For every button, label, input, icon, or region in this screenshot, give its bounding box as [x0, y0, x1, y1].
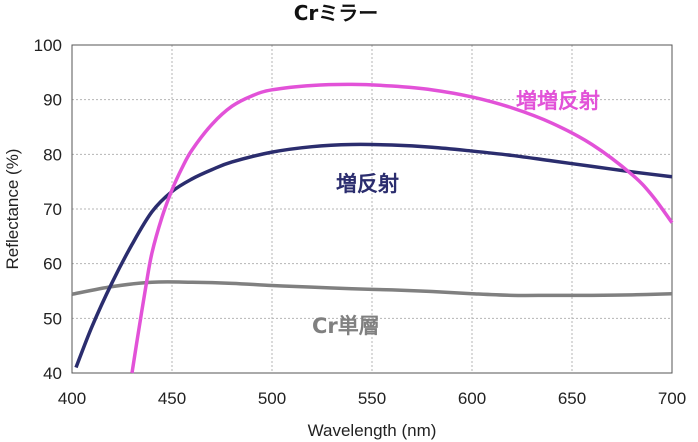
series-label-enhanced: 増反射 — [336, 172, 399, 196]
plot-frame — [71, 44, 673, 374]
series-line-cr-single — [71, 280, 673, 298]
y-tick-label: 40 — [43, 364, 62, 383]
x-axis-label: Wavelength (nm) — [308, 421, 437, 440]
series-line-double-enhanced — [130, 82, 674, 374]
y-tick-label: 60 — [43, 255, 62, 274]
series-label-double-enhanced: 増増反射 — [516, 89, 600, 113]
x-tick-label: 700 — [658, 389, 686, 408]
series-lines — [71, 82, 674, 374]
x-tick-label: 400 — [58, 389, 86, 408]
series-line-enhanced — [74, 142, 673, 369]
x-tick-label: 550 — [358, 389, 386, 408]
series-label-cr-single: Cr単層 — [312, 314, 380, 338]
y-tick-label: 50 — [43, 309, 62, 328]
y-tick-label: 100 — [34, 36, 62, 55]
y-tick-label: 70 — [43, 200, 62, 219]
y-tick-label: 80 — [43, 145, 62, 164]
chart-title: Crミラー — [294, 1, 379, 25]
x-tick-label: 450 — [158, 389, 186, 408]
x-tick-label: 600 — [458, 389, 486, 408]
tick-labels: 400 450 500 550 600 650 700 40 50 60 70 80 90 100 — [34, 36, 687, 408]
grid — [72, 45, 672, 373]
y-tick-label: 90 — [43, 91, 62, 110]
x-tick-label: 500 — [258, 389, 286, 408]
x-tick-label: 650 — [558, 389, 586, 408]
y-axis-label: Reflectance (%) — [3, 149, 22, 270]
